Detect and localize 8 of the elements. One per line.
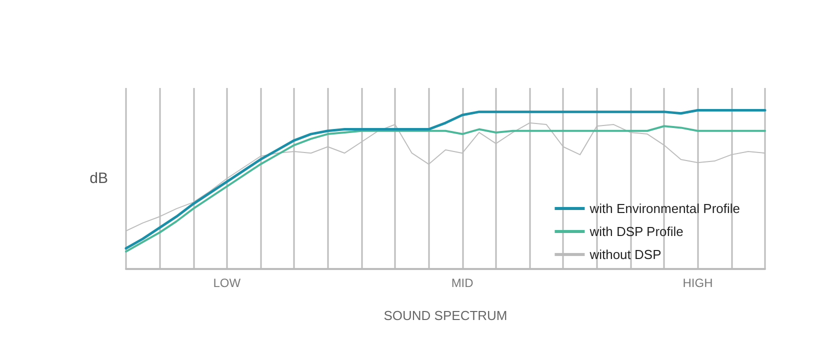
legend-label: with Environmental Profile [588, 201, 740, 216]
x-axis-title: SOUND SPECTRUM [384, 308, 508, 323]
legend-label: without DSP [588, 247, 662, 262]
y-axis-title: dB [90, 170, 108, 187]
x-tick-label: MID [451, 276, 474, 290]
legend-label: with DSP Profile [588, 224, 684, 239]
x-tick-label: LOW [213, 276, 242, 290]
x-tick-label: HIGH [682, 276, 713, 290]
